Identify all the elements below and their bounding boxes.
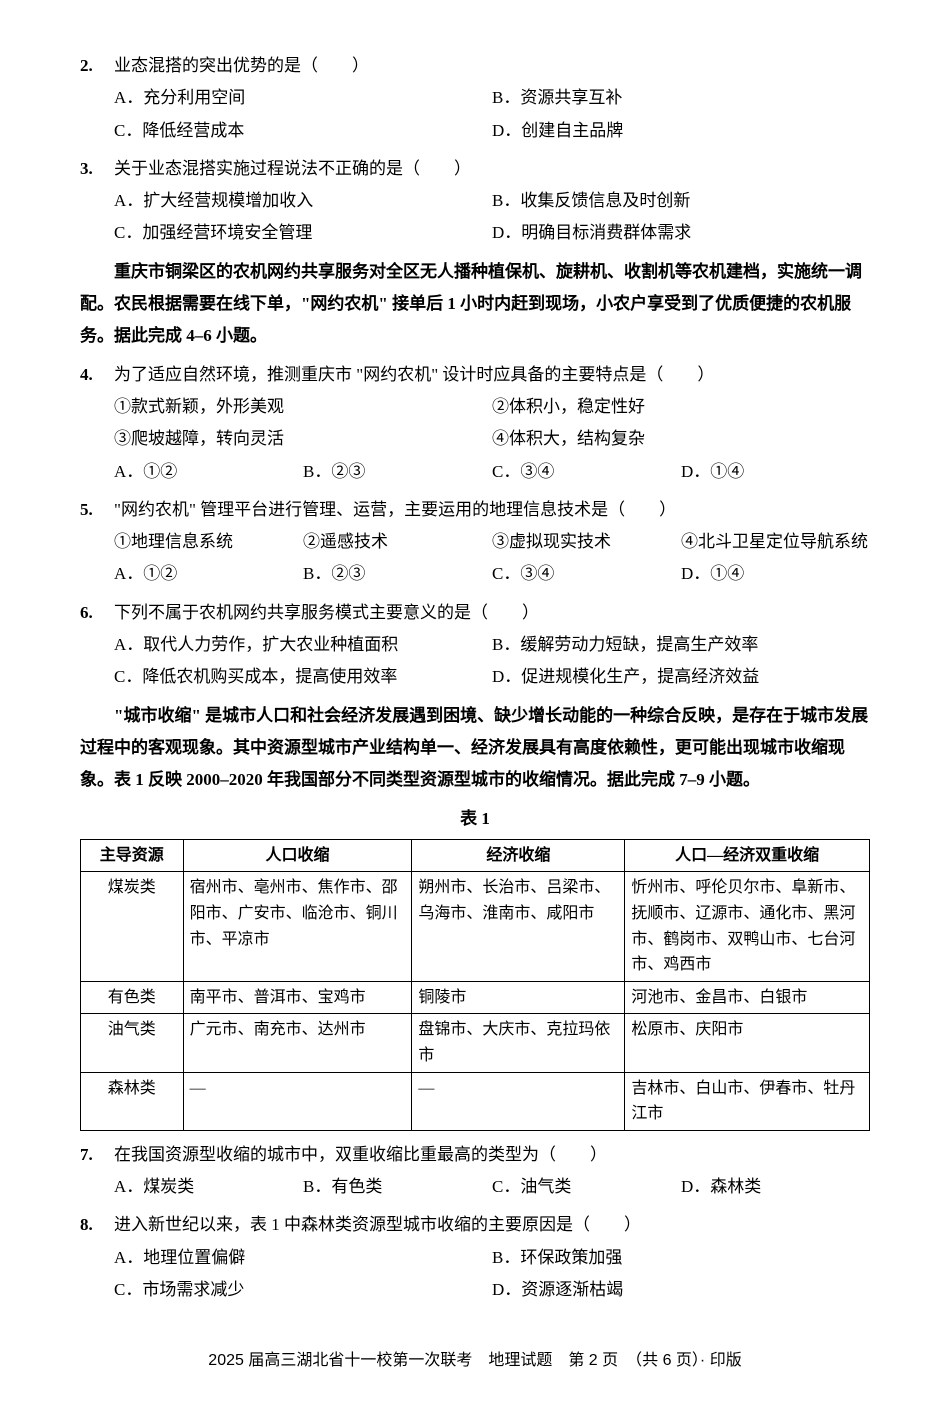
cell-econ: 盘锦市、大庆市、克拉玛依市 [412, 1014, 625, 1072]
option-c: C．③④ [492, 558, 681, 590]
option-a: A．①② [114, 558, 303, 590]
question-stem: "网约农机" 管理平台进行管理、运营，主要运用的地理信息技术是（ ） [114, 494, 870, 526]
cell-lead: 森林类 [81, 1072, 184, 1130]
option-d: D．资源逐渐枯竭 [492, 1274, 870, 1306]
cell-pop: — [183, 1072, 412, 1130]
passage-7-9: "城市收缩" 是城市人口和社会经济发展遇到困境、缺少增长动能的一种综合反映，是存… [80, 700, 870, 797]
exam-page: 2. 业态混搭的突出优势的是（ ） A．充分利用空间 B．资源共享互补 C．降低… [0, 0, 950, 1417]
question-number: 8. [80, 1209, 114, 1241]
question-stem: 进入新世纪以来，表 1 中森林类资源型城市收缩的主要原因是（ ） [114, 1209, 870, 1241]
option-d: D．明确目标消费群体需求 [492, 217, 870, 249]
cell-lead: 有色类 [81, 981, 184, 1014]
option-a: A．地理位置偏僻 [114, 1242, 492, 1274]
option-c: C．油气类 [492, 1171, 681, 1203]
statement-3: ③虚拟现实技术 [492, 526, 681, 558]
option-a: A．取代人力劳作，扩大农业种植面积 [114, 629, 492, 661]
cell-pop: 广元市、南充市、达州市 [183, 1014, 412, 1072]
question-number: 4. [80, 359, 114, 391]
question-number: 5. [80, 494, 114, 526]
option-d: D．①④ [681, 456, 870, 488]
table-row: 煤炭类 宿州市、亳州市、焦作市、邵阳市、广安市、临沧市、铜川市、平凉市 朔州市、… [81, 872, 870, 981]
th-lead: 主导资源 [81, 839, 184, 872]
statement-2: ②遥感技术 [303, 526, 492, 558]
option-b: B．缓解劳动力短缺，提高生产效率 [492, 629, 870, 661]
question-number: 3. [80, 153, 114, 185]
question-7: 7. 在我国资源型收缩的城市中，双重收缩比重最高的类型为（ ） A．煤炭类 B．… [80, 1139, 870, 1204]
cell-econ: 铜陵市 [412, 981, 625, 1014]
cell-both: 忻州市、呼伦贝尔市、阜新市、抚顺市、辽源市、通化市、黑河市、鹤岗市、双鸭山市、七… [625, 872, 870, 981]
option-d: D．森林类 [681, 1171, 870, 1203]
question-8: 8. 进入新世纪以来，表 1 中森林类资源型城市收缩的主要原因是（ ） A．地理… [80, 1209, 870, 1306]
sub-statements: ③爬坡越障，转向灵活 ④体积大，结构复杂 [114, 423, 870, 455]
question-4: 4. 为了适应自然环境，推测重庆市 "网约农机" 设计时应具备的主要特点是（ ）… [80, 359, 870, 488]
statement-2: ②体积小，稳定性好 [492, 391, 870, 423]
th-pop: 人口收缩 [183, 839, 412, 872]
cell-both: 河池市、金昌市、白银市 [625, 981, 870, 1014]
options: A．取代人力劳作，扩大农业种植面积 B．缓解劳动力短缺，提高生产效率 C．降低农… [114, 629, 870, 694]
options: A．扩大经营规模增加收入 B．收集反馈信息及时创新 C．加强经营环境安全管理 D… [114, 185, 870, 250]
options: A．充分利用空间 B．资源共享互补 C．降低经营成本 D．创建自主品牌 [114, 82, 870, 147]
th-econ: 经济收缩 [412, 839, 625, 872]
question-number: 2. [80, 50, 114, 82]
statement-3: ③爬坡越障，转向灵活 [114, 423, 492, 455]
question-stem: 关于业态混搭实施过程说法不正确的是（ ） [114, 153, 870, 185]
option-d: D．①④ [681, 558, 870, 590]
cell-pop: 宿州市、亳州市、焦作市、邵阳市、广安市、临沧市、铜川市、平凉市 [183, 872, 412, 981]
cell-econ: 朔州市、长治市、吕梁市、乌海市、淮南市、咸阳市 [412, 872, 625, 981]
question-stem: 下列不属于农机网约共享服务模式主要意义的是（ ） [114, 597, 870, 629]
cell-lead: 油气类 [81, 1014, 184, 1072]
page-footer: 2025 届高三湖北省十一校第一次联考 地理试题 第 2 页 （共 6 页）· … [80, 1346, 870, 1376]
statement-4: ④北斗卫星定位导航系统 [681, 526, 870, 558]
question-number: 6. [80, 597, 114, 629]
question-number: 7. [80, 1139, 114, 1171]
cell-both: 松原市、庆阳市 [625, 1014, 870, 1072]
option-c: C．降低经营成本 [114, 115, 492, 147]
options: A．①② B．②③ C．③④ D．①④ [114, 558, 870, 590]
option-a: A．①② [114, 456, 303, 488]
question-3: 3. 关于业态混搭实施过程说法不正确的是（ ） A．扩大经营规模增加收入 B．收… [80, 153, 870, 250]
cell-lead: 煤炭类 [81, 872, 184, 981]
option-a: A．充分利用空间 [114, 82, 492, 114]
statement-1: ①地理信息系统 [114, 526, 303, 558]
question-2: 2. 业态混搭的突出优势的是（ ） A．充分利用空间 B．资源共享互补 C．降低… [80, 50, 870, 147]
options: A．煤炭类 B．有色类 C．油气类 D．森林类 [114, 1171, 870, 1203]
question-stem: 在我国资源型收缩的城市中，双重收缩比重最高的类型为（ ） [114, 1139, 870, 1171]
th-both: 人口—经济双重收缩 [625, 839, 870, 872]
table-row: 油气类 广元市、南充市、达州市 盘锦市、大庆市、克拉玛依市 松原市、庆阳市 [81, 1014, 870, 1072]
option-b: B．②③ [303, 558, 492, 590]
cell-pop: 南平市、普洱市、宝鸡市 [183, 981, 412, 1014]
table-row: 森林类 — — 吉林市、白山市、伊春市、牡丹江市 [81, 1072, 870, 1130]
sub-statements: ①地理信息系统 ②遥感技术 ③虚拟现实技术 ④北斗卫星定位导航系统 [114, 526, 870, 558]
option-b: B．有色类 [303, 1171, 492, 1203]
statement-1: ①款式新颖，外形美观 [114, 391, 492, 423]
options: A．地理位置偏僻 B．环保政策加强 C．市场需求减少 D．资源逐渐枯竭 [114, 1242, 870, 1307]
sub-statements: ①款式新颖，外形美观 ②体积小，稳定性好 [114, 391, 870, 423]
table-header-row: 主导资源 人口收缩 经济收缩 人口—经济双重收缩 [81, 839, 870, 872]
option-b: B．资源共享互补 [492, 82, 870, 114]
option-d: D．促进规模化生产，提高经济效益 [492, 661, 870, 693]
option-b: B．环保政策加强 [492, 1242, 870, 1274]
option-c: C．③④ [492, 456, 681, 488]
option-c: C．市场需求减少 [114, 1274, 492, 1306]
option-d: D．创建自主品牌 [492, 115, 870, 147]
table-caption: 表 1 [80, 803, 870, 835]
options: A．①② B．②③ C．③④ D．①④ [114, 456, 870, 488]
option-b: B．②③ [303, 456, 492, 488]
cell-both: 吉林市、白山市、伊春市、牡丹江市 [625, 1072, 870, 1130]
option-c: C．降低农机购买成本，提高使用效率 [114, 661, 492, 693]
resource-city-table: 主导资源 人口收缩 经济收缩 人口—经济双重收缩 煤炭类 宿州市、亳州市、焦作市… [80, 839, 870, 1131]
statement-4: ④体积大，结构复杂 [492, 423, 870, 455]
option-b: B．收集反馈信息及时创新 [492, 185, 870, 217]
option-c: C．加强经营环境安全管理 [114, 217, 492, 249]
option-a: A．扩大经营规模增加收入 [114, 185, 492, 217]
question-stem: 为了适应自然环境，推测重庆市 "网约农机" 设计时应具备的主要特点是（ ） [114, 359, 870, 391]
option-a: A．煤炭类 [114, 1171, 303, 1203]
passage-4-6: 重庆市铜梁区的农机网约共享服务对全区无人播种植保机、旋耕机、收割机等农机建档，实… [80, 256, 870, 353]
question-6: 6. 下列不属于农机网约共享服务模式主要意义的是（ ） A．取代人力劳作，扩大农… [80, 597, 870, 694]
question-5: 5. "网约农机" 管理平台进行管理、运营，主要运用的地理信息技术是（ ） ①地… [80, 494, 870, 591]
cell-econ: — [412, 1072, 625, 1130]
question-stem: 业态混搭的突出优势的是（ ） [114, 50, 870, 82]
table-row: 有色类 南平市、普洱市、宝鸡市 铜陵市 河池市、金昌市、白银市 [81, 981, 870, 1014]
